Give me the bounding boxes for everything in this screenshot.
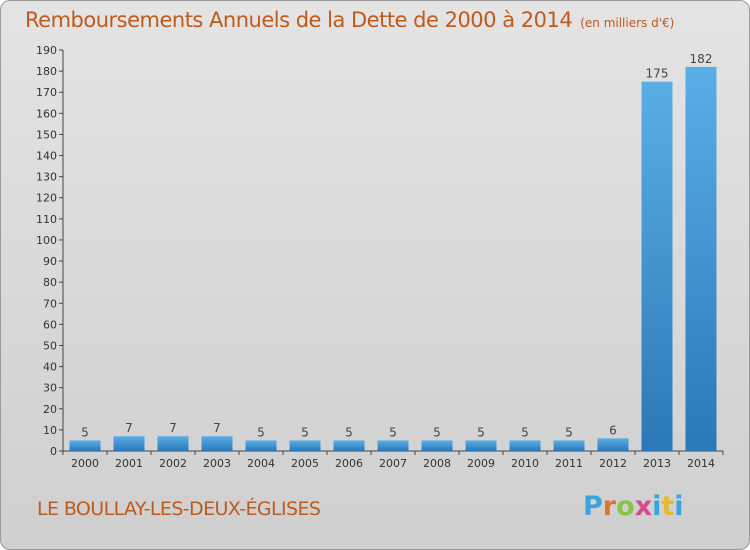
data-label: 182 (690, 52, 713, 66)
x-tick-label: 2001 (115, 457, 143, 470)
logo-letter: i (674, 491, 684, 522)
y-tick-label: 120 (36, 192, 57, 205)
data-label: 5 (81, 425, 89, 439)
bar (333, 440, 365, 451)
data-label: 5 (301, 425, 309, 439)
data-label: 5 (477, 425, 485, 439)
y-tick-label: 190 (36, 44, 57, 57)
logo-letter: r (602, 491, 617, 522)
data-label: 7 (169, 421, 177, 435)
x-tick-label: 2003 (203, 457, 231, 470)
y-tick-label: 100 (36, 234, 57, 247)
x-tick-label: 2013 (643, 457, 671, 470)
x-tick-label: 2004 (247, 457, 275, 470)
bar (465, 440, 497, 451)
logo-letter: x (634, 491, 653, 522)
y-tick-label: 140 (36, 150, 57, 163)
x-tick-label: 2014 (687, 457, 715, 470)
bar (289, 440, 321, 451)
y-tick-label: 150 (36, 128, 57, 141)
proxiti-logo: Proxiti (583, 491, 684, 522)
bar (553, 440, 585, 451)
x-tick-label: 2000 (71, 457, 99, 470)
bar (245, 440, 277, 451)
x-tick-label: 2005 (291, 457, 319, 470)
y-tick-label: 180 (36, 65, 57, 78)
y-tick-label: 40 (43, 361, 57, 374)
bar (157, 436, 189, 451)
data-label: 7 (125, 421, 133, 435)
x-tick-label: 2011 (555, 457, 583, 470)
chart-title: Remboursements Annuels de la Dette de 20… (25, 8, 675, 32)
x-tick-label: 2007 (379, 457, 407, 470)
data-label: 7 (213, 421, 221, 435)
y-tick-label: 70 (43, 297, 57, 310)
y-tick-label: 80 (43, 276, 57, 289)
bar (597, 438, 629, 451)
bar (509, 440, 541, 451)
data-label: 5 (521, 425, 529, 439)
y-tick-label: 160 (36, 107, 57, 120)
bar-chart: 0 10 20 30 40 50 60 70 80 90 100 110 120 130 140 150 160… (36, 44, 724, 470)
x-tick-label: 2012 (599, 457, 627, 470)
bar (641, 81, 673, 451)
bar (69, 440, 101, 451)
logo-letter: t (661, 491, 675, 522)
y-tick-label: 130 (36, 171, 57, 184)
logo-letter: o (616, 491, 635, 522)
bar (421, 440, 453, 451)
chart-unit: (en milliers d'€) (580, 16, 675, 30)
x-tick-label: 2002 (159, 457, 187, 470)
logo-letter: P (583, 491, 603, 522)
x-tick-label: 2010 (511, 457, 539, 470)
data-label: 5 (345, 425, 353, 439)
data-label: 6 (609, 423, 617, 437)
x-tick-label: 2006 (335, 457, 363, 470)
data-label: 5 (433, 425, 441, 439)
data-label: 5 (565, 425, 573, 439)
commune-name: LE BOULLAY-LES-DEUX-ÉGLISES (37, 498, 321, 520)
logo-letter: i (652, 491, 662, 522)
x-tick-label: 2008 (423, 457, 451, 470)
y-tick-label: 60 (43, 318, 57, 331)
y-tick-label: 0 (50, 445, 57, 458)
bar (685, 66, 717, 451)
y-tick-label: 90 (43, 255, 57, 268)
y-tick-label: 30 (43, 382, 57, 395)
y-tick-label: 110 (36, 213, 57, 226)
bar (377, 440, 409, 451)
data-label: 175 (646, 67, 669, 81)
y-tick-label: 50 (43, 339, 57, 352)
data-label: 5 (389, 425, 397, 439)
y-tick-label: 20 (43, 403, 57, 416)
data-label: 5 (257, 425, 265, 439)
bar (113, 436, 145, 451)
x-tick-label: 2009 (467, 457, 495, 470)
bar (201, 436, 233, 451)
y-tick-label: 170 (36, 86, 57, 99)
y-tick-label: 10 (43, 424, 57, 437)
